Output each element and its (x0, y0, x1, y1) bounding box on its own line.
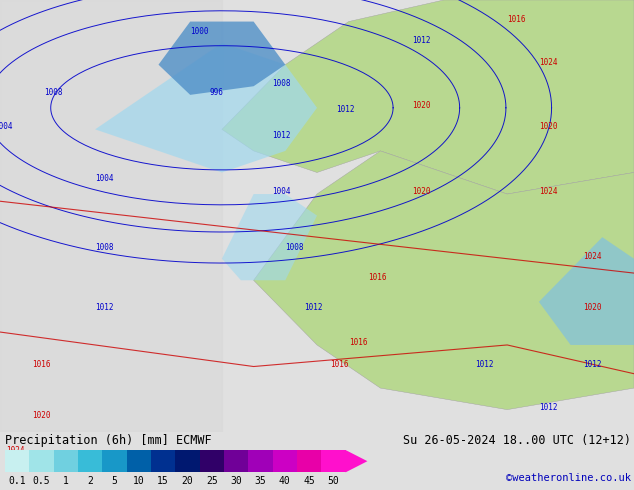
Bar (224, 450, 249, 472)
Bar (273, 450, 297, 472)
Bar (5, 450, 29, 472)
Text: 1016: 1016 (507, 15, 526, 24)
Text: 1012: 1012 (304, 303, 323, 313)
Text: 10: 10 (133, 476, 145, 486)
Text: 1024: 1024 (539, 58, 557, 67)
Text: 1012: 1012 (95, 303, 113, 313)
Bar (200, 450, 224, 472)
Text: 1004: 1004 (0, 122, 12, 131)
Text: 2: 2 (87, 476, 93, 486)
Text: 1012: 1012 (273, 131, 291, 140)
Text: 1024: 1024 (6, 446, 25, 455)
Bar (78, 450, 102, 472)
Text: 1016: 1016 (368, 273, 386, 282)
Bar (29, 450, 54, 472)
Polygon shape (158, 22, 285, 95)
Text: 40: 40 (279, 476, 290, 486)
Text: Su 26-05-2024 18..00 UTC (12+12): Su 26-05-2024 18..00 UTC (12+12) (403, 434, 631, 447)
Bar (102, 450, 127, 472)
Polygon shape (254, 151, 634, 410)
Text: 45: 45 (303, 476, 315, 486)
Bar (127, 450, 151, 472)
Text: 0.1: 0.1 (8, 476, 26, 486)
Text: 1008: 1008 (285, 243, 304, 252)
Text: 5: 5 (112, 476, 117, 486)
Text: 1024: 1024 (539, 187, 557, 196)
Text: 25: 25 (206, 476, 217, 486)
Text: 1016: 1016 (330, 360, 348, 368)
Text: ©weatheronline.co.uk: ©weatheronline.co.uk (506, 473, 631, 483)
Text: 35: 35 (254, 476, 266, 486)
Polygon shape (222, 194, 317, 280)
Text: 1020: 1020 (412, 101, 430, 110)
Bar (151, 450, 175, 472)
Text: 996: 996 (209, 88, 223, 97)
Text: 1: 1 (63, 476, 69, 486)
Text: 1020: 1020 (32, 411, 50, 420)
Text: 20: 20 (181, 476, 193, 486)
Text: 1008: 1008 (44, 88, 63, 97)
Bar (175, 450, 200, 472)
Text: 1012: 1012 (539, 403, 557, 412)
Text: 1004: 1004 (95, 174, 113, 183)
Polygon shape (539, 237, 634, 345)
Text: 50: 50 (328, 476, 339, 486)
Text: 1008: 1008 (273, 79, 291, 88)
Polygon shape (346, 450, 368, 472)
Text: 1000: 1000 (190, 27, 209, 36)
Text: 1020: 1020 (539, 122, 557, 131)
Text: 0.5: 0.5 (33, 476, 50, 486)
Bar (249, 450, 273, 472)
Text: 1024: 1024 (583, 252, 602, 261)
Text: 30: 30 (230, 476, 242, 486)
Text: 1012: 1012 (336, 105, 354, 114)
Text: 1012: 1012 (583, 360, 602, 368)
Polygon shape (222, 0, 634, 194)
Text: 1004: 1004 (273, 187, 291, 196)
Text: 15: 15 (157, 476, 169, 486)
Text: 1012: 1012 (412, 36, 430, 45)
Bar (297, 450, 321, 472)
Text: 1020: 1020 (412, 187, 430, 196)
Text: 1008: 1008 (95, 243, 113, 252)
Bar (321, 450, 346, 472)
Text: Precipitation (6h) [mm] ECMWF: Precipitation (6h) [mm] ECMWF (5, 434, 212, 447)
Text: 1016: 1016 (349, 338, 367, 347)
Text: 1016: 1016 (32, 360, 50, 368)
Bar (54, 450, 78, 472)
Text: 1012: 1012 (476, 360, 494, 368)
Text: 1020: 1020 (583, 303, 602, 313)
Polygon shape (95, 43, 317, 172)
